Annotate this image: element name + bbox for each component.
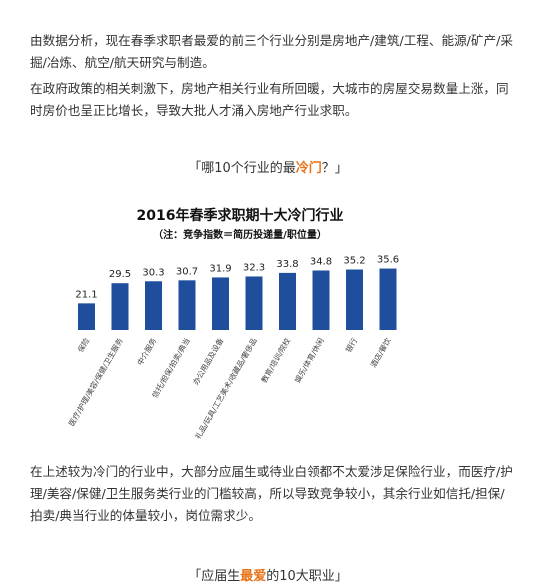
section-heading: 「应届生最爱的10大职业」 xyxy=(0,565,536,584)
bar xyxy=(346,269,363,330)
heading-highlight: 最爱 xyxy=(240,569,267,584)
x-tick-label: 教育/培训/院校 xyxy=(259,336,293,385)
chart: 2016年春季求职期十大冷门行业 （注：竞争指数＝简历投递量/职位量） 21.1… xyxy=(66,207,399,441)
data-label: 34.8 xyxy=(310,256,332,267)
bar xyxy=(178,280,196,330)
x-tick-label: 信托/担保/拍卖/典当 xyxy=(149,336,191,400)
bar xyxy=(145,281,162,330)
x-tick-label: 保险 xyxy=(75,336,91,354)
data-label: 29.5 xyxy=(109,269,131,280)
paragraph: 在上述较为冷门的行业中，大部分应届生或待业白领都不太爱涉足保险行业，而医疗/护理… xyxy=(30,464,513,523)
chart-subtitle: （注：竞争指数＝简历投递量/职位量） xyxy=(153,228,327,241)
data-label: 31.9 xyxy=(209,263,231,274)
bar xyxy=(78,303,95,330)
heading-text: ？」 xyxy=(321,161,348,176)
bar xyxy=(279,272,296,330)
data-label: 35.6 xyxy=(377,255,399,266)
paragraph: 由数据分析，现在春季求职者最爱的前三个行业分别是房地产/建筑/工程、能源/矿产/… xyxy=(30,33,513,70)
data-label: 33.8 xyxy=(276,259,298,270)
data-label: 21.1 xyxy=(75,289,97,300)
data-label: 35.2 xyxy=(343,256,365,267)
x-tick-label: 办公用品及设备 xyxy=(190,336,225,387)
bar xyxy=(111,283,129,330)
x-tick-label: 娱乐/体育/休闲 xyxy=(292,336,326,384)
x-tick-label: 酒店/餐饮 xyxy=(368,336,393,370)
x-tick-label: 礼品/玩具/工艺美术/收藏品/奢侈品 xyxy=(193,336,259,441)
heading-text: 「哪10个行业的最 xyxy=(188,161,296,176)
x-tick-label: 中介服务 xyxy=(135,336,159,367)
heading-text: 「应届生 xyxy=(188,569,241,584)
chart-title: 2016年春季求职期十大冷门行业 xyxy=(137,207,344,224)
x-tick-label: 银行 xyxy=(343,336,359,354)
heading-highlight: 冷门 xyxy=(295,161,322,176)
bar xyxy=(312,270,330,330)
data-label: 30.7 xyxy=(176,266,198,277)
data-label: 32.3 xyxy=(243,262,265,273)
bar xyxy=(245,276,263,330)
data-label: 30.3 xyxy=(142,267,164,278)
bar xyxy=(212,277,229,330)
bar xyxy=(379,268,397,330)
heading-text: 的10大职业」 xyxy=(266,569,348,584)
section-heading: 「哪10个行业的最冷门？」 xyxy=(0,157,536,176)
paragraph: 在政府政策的相关刺激下，房地产相关行业有所回暖，大城市的房屋交易数量上涨，同时房… xyxy=(30,81,509,118)
